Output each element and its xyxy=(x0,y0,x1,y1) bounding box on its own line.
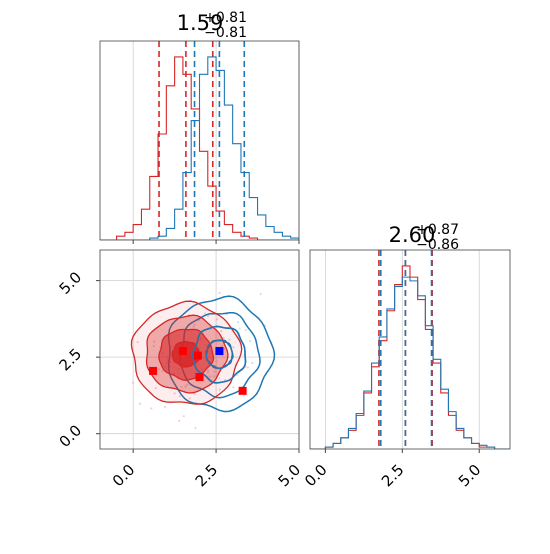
bl-xtick-label-2: 5.0 xyxy=(275,461,305,491)
bl-red-marker-1 xyxy=(178,347,187,356)
marginal-y-title-main: 2.60 xyxy=(389,223,436,247)
bl-series-1-dot-2 xyxy=(222,336,225,339)
bl-series-0-dot-44 xyxy=(150,407,153,410)
marginal-x-title-main: 1.59 xyxy=(177,11,224,35)
marginal-y-title: 2.60 xyxy=(389,223,436,247)
bl-series-1-dot-0 xyxy=(215,360,218,363)
marginal-histogram-x: 1.59 +0.81 −0.81 xyxy=(99,10,300,244)
bl-series-0-dot-35 xyxy=(206,315,210,318)
bl-series-0-dot-11 xyxy=(152,344,155,348)
tl-series-0-step xyxy=(100,56,299,240)
marginal-x-title: 1.59 xyxy=(177,11,224,35)
bl-series-1-dot-22 xyxy=(251,361,254,365)
bl-ytick-label-0: 0.0 xyxy=(56,421,86,451)
bl-series-1-dot-48 xyxy=(203,312,207,315)
tl-series-1-step xyxy=(100,56,299,240)
bl-series-0-dot-10 xyxy=(138,402,142,405)
bl-series-0-dot-13 xyxy=(192,325,195,328)
br-series-0-step xyxy=(310,265,510,449)
marginal-histogram-y: 2.60 +0.87 −0.86 0.0 2.5 5.0 xyxy=(301,222,511,491)
bl-series-1-dot-8 xyxy=(232,386,235,389)
bl-blue-inner-contour-0 xyxy=(205,339,234,370)
br-frame xyxy=(309,249,511,450)
bl-series-1-dot-17 xyxy=(213,370,216,373)
bl-series-1-dot-6 xyxy=(180,385,183,388)
br-series-1-step xyxy=(310,276,510,449)
bl-red-marker-0 xyxy=(149,366,158,375)
bl-blue-inner-contour-1 xyxy=(192,325,247,384)
br-tick-label-1: 2.5 xyxy=(378,461,408,491)
bl-red-marker-4 xyxy=(238,386,247,395)
bl-series-1-dot-11 xyxy=(237,321,240,324)
bl-series-1-dot-34 xyxy=(259,292,262,296)
bl-series-0-dot-43 xyxy=(221,345,224,348)
marginal-y-title-sub: −0.86 xyxy=(416,237,459,253)
bl-series-1-dot-18 xyxy=(244,328,247,332)
bl-series-1-dot-20 xyxy=(218,377,221,380)
tl-frame xyxy=(99,40,300,241)
bl-series-0-dot-27 xyxy=(136,341,139,344)
bl-series-0-dot-30 xyxy=(178,419,181,422)
bl-series-1-dot-12 xyxy=(212,375,215,378)
bl-series-1-dot-1 xyxy=(228,338,231,341)
bl-series-0-dot-28 xyxy=(206,371,209,374)
bl-series-1-dot-21 xyxy=(193,323,196,326)
bl-series-1-dot-10 xyxy=(242,394,246,397)
bl-series-0-dot-18 xyxy=(193,392,196,395)
bl-series-0-dot-29 xyxy=(184,385,187,388)
bl-series-1-dot-23 xyxy=(222,348,226,351)
bl-series-0-dot-39 xyxy=(157,368,160,371)
bl-series-0-dot-19 xyxy=(154,386,157,390)
joint-contour-panel: 0.0 0.0 2.5 2.5 5.0 5.0 xyxy=(56,249,305,491)
bl-ytick-label-1: 2.5 xyxy=(56,345,86,375)
bl-blue-marker-0 xyxy=(215,347,224,356)
bl-series-1-dot-28 xyxy=(238,327,241,330)
bl-xtick-label-1: 2.5 xyxy=(192,461,222,491)
bl-series-1-dot-37 xyxy=(186,383,189,386)
bl-series-1-dot-26 xyxy=(194,426,197,429)
bl-series-1-dot-15 xyxy=(161,370,164,373)
bl-series-1-dot-40 xyxy=(246,366,250,369)
bl-xtick-label-0: 0.0 xyxy=(109,461,139,491)
bl-series-0-dot-45 xyxy=(131,381,135,384)
bl-series-0-dot-25 xyxy=(153,340,156,343)
bl-red-marker-3 xyxy=(195,373,204,382)
bl-frame xyxy=(99,249,300,450)
bl-ytick-label-2: 5.0 xyxy=(56,268,86,298)
bl-series-0-dot-14 xyxy=(218,291,221,295)
bl-series-0-dot-51 xyxy=(178,395,181,398)
bl-series-1-dot-31 xyxy=(232,346,235,349)
marginal-x-title-sub: −0.81 xyxy=(204,25,247,41)
bl-series-1-dot-35 xyxy=(208,375,212,378)
bl-series-0-dot-12 xyxy=(182,415,185,418)
bl-series-1-dot-41 xyxy=(218,388,221,391)
marginal-x-title-sup: +0.81 xyxy=(204,10,247,26)
bl-series-0-dot-36 xyxy=(188,397,191,400)
br-tick-label-0: 0.0 xyxy=(301,461,331,491)
marginal-y-title-sup: +0.87 xyxy=(416,222,459,238)
bl-series-0-dot-47 xyxy=(215,318,219,321)
bl-series-0-dot-54 xyxy=(220,329,223,333)
bl-series-0-dot-16 xyxy=(173,392,176,395)
bl-series-1-dot-54 xyxy=(236,373,239,377)
bl-series-1-dot-36 xyxy=(206,369,210,372)
bl-series-1-dot-7 xyxy=(249,340,252,343)
bl-red-marker-2 xyxy=(193,351,202,360)
br-tick-label-2: 5.0 xyxy=(455,461,485,491)
bl-series-0-dot-38 xyxy=(163,405,167,409)
